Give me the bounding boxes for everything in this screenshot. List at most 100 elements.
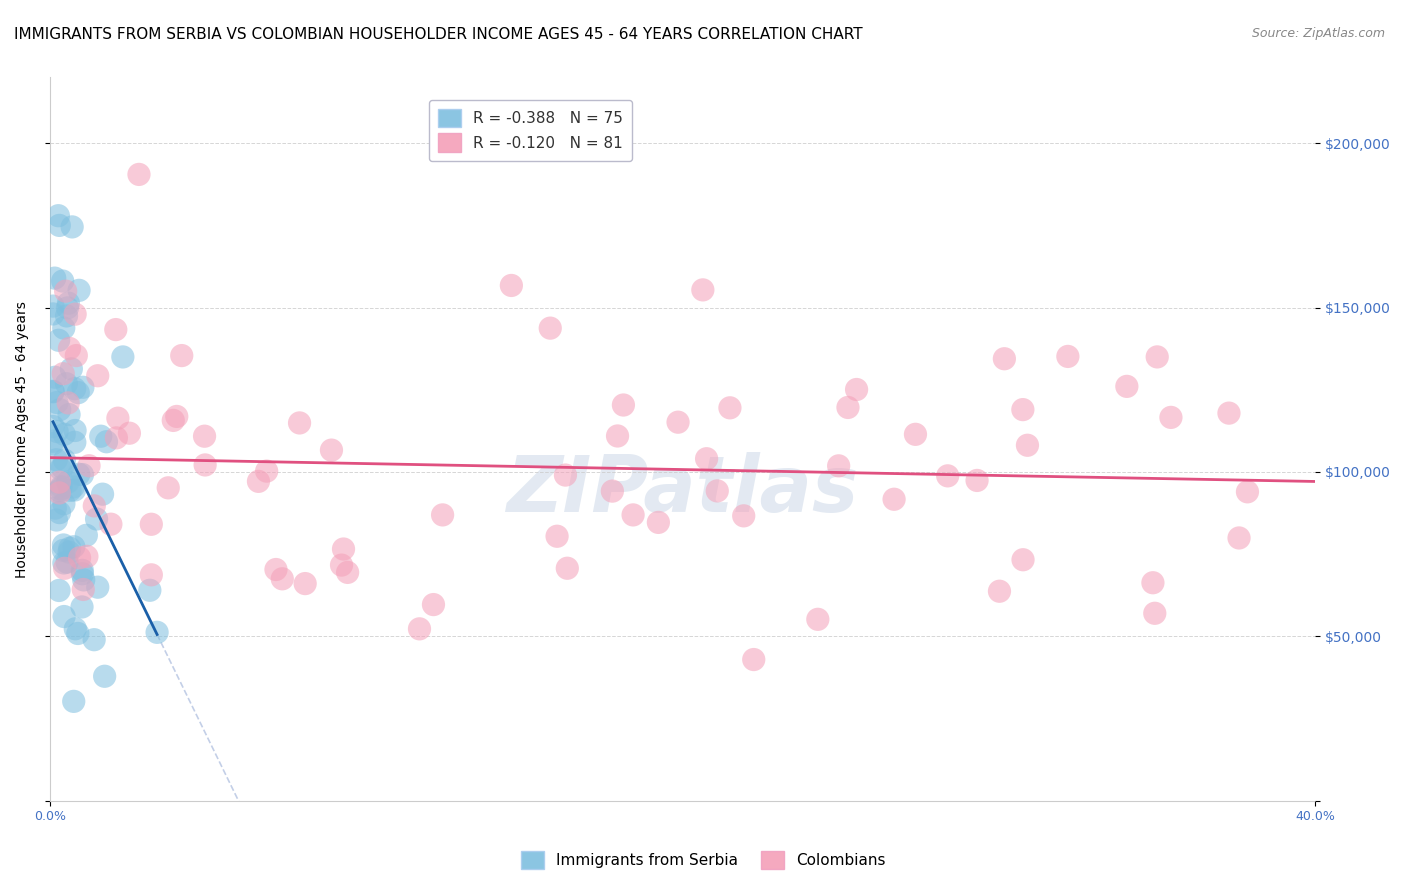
Point: [1227, 531, 1250, 545]
Point: [1142, 575, 1164, 590]
Point: [330, 558, 353, 573]
Point: [52, 367, 75, 381]
Point: [53, 427, 76, 442]
Point: [48, 506, 70, 520]
Legend: R = -0.388   N = 75, R = -0.120   N = 81: R = -0.388 N = 75, R = -0.120 N = 81: [429, 100, 633, 161]
Point: [118, 426, 141, 441]
Point: [83, 499, 105, 513]
Point: [332, 542, 354, 557]
Point: [1160, 410, 1182, 425]
Point: [157, 481, 180, 495]
Point: [51, 460, 73, 475]
Point: [647, 516, 669, 530]
Point: [993, 351, 1015, 366]
Point: [1146, 350, 1168, 364]
Point: [55, 284, 77, 298]
Point: [60, 219, 83, 234]
Point: [264, 562, 287, 576]
Point: [60, 361, 83, 376]
Point: [602, 484, 624, 499]
Point: [55, 376, 77, 391]
Point: [63, 435, 86, 450]
Point: [44, 370, 66, 384]
Text: IMMIGRANTS FROM SERBIA VS COLOMBIAN HOUSEHOLDER INCOME AGES 45 - 64 YEARS CORREL: IMMIGRANTS FROM SERBIA VS COLOMBIAN HOUS…: [14, 27, 863, 42]
Point: [52, 274, 75, 288]
Point: [42, 436, 65, 450]
Point: [48, 583, 70, 598]
Text: Source: ZipAtlas.com: Source: ZipAtlas.com: [1251, 27, 1385, 40]
Point: [48, 402, 70, 417]
Legend: Immigrants from Serbia, Colombians: Immigrants from Serbia, Colombians: [515, 845, 891, 875]
Y-axis label: Householder Income Ages 45 - 64 years: Householder Income Ages 45 - 64 years: [15, 301, 30, 577]
Point: [53, 453, 76, 467]
Point: [612, 398, 634, 412]
Point: [44, 501, 66, 516]
Point: [72, 380, 94, 394]
Point: [75, 528, 97, 542]
Point: [67, 467, 90, 482]
Point: [52, 538, 75, 552]
Text: ZIPatlas: ZIPatlas: [506, 451, 859, 528]
Point: [49, 482, 72, 496]
Point: [904, 427, 927, 442]
Point: [422, 598, 444, 612]
Point: [51, 480, 73, 494]
Point: [49, 462, 72, 476]
Point: [67, 283, 90, 297]
Point: [72, 566, 94, 581]
Point: [1236, 484, 1258, 499]
Point: [53, 609, 76, 624]
Point: [56, 555, 79, 569]
Point: [321, 443, 343, 458]
Point: [62, 694, 84, 708]
Point: [194, 458, 217, 472]
Point: [666, 415, 689, 429]
Point: [59, 541, 82, 556]
Point: [87, 580, 110, 594]
Point: [72, 467, 94, 482]
Point: [70, 599, 93, 614]
Point: [807, 612, 830, 626]
Point: [247, 475, 270, 489]
Point: [105, 431, 128, 445]
Point: [501, 278, 523, 293]
Point: [104, 322, 127, 336]
Point: [52, 556, 75, 570]
Point: [86, 512, 108, 526]
Point: [63, 307, 86, 321]
Point: [63, 540, 86, 554]
Point: [58, 296, 80, 310]
Point: [170, 349, 193, 363]
Point: [65, 622, 87, 636]
Point: [100, 517, 122, 532]
Point: [69, 550, 91, 565]
Point: [63, 483, 86, 497]
Point: [936, 468, 959, 483]
Point: [46, 425, 69, 439]
Point: [107, 411, 129, 425]
Point: [706, 483, 728, 498]
Point: [52, 497, 75, 511]
Point: [65, 349, 87, 363]
Point: [56, 396, 79, 410]
Point: [72, 582, 94, 597]
Point: [56, 301, 79, 315]
Point: [1012, 553, 1035, 567]
Point: [193, 429, 215, 443]
Point: [1011, 402, 1033, 417]
Point: [166, 409, 188, 424]
Point: [988, 584, 1011, 599]
Point: [56, 475, 79, 489]
Point: [66, 626, 89, 640]
Point: [554, 468, 576, 483]
Point: [48, 486, 70, 500]
Point: [42, 384, 65, 399]
Point: [162, 413, 184, 427]
Point: [336, 566, 359, 580]
Point: [271, 572, 294, 586]
Point: [845, 383, 868, 397]
Point: [288, 416, 311, 430]
Point: [72, 563, 94, 577]
Point: [111, 350, 134, 364]
Point: [42, 307, 65, 321]
